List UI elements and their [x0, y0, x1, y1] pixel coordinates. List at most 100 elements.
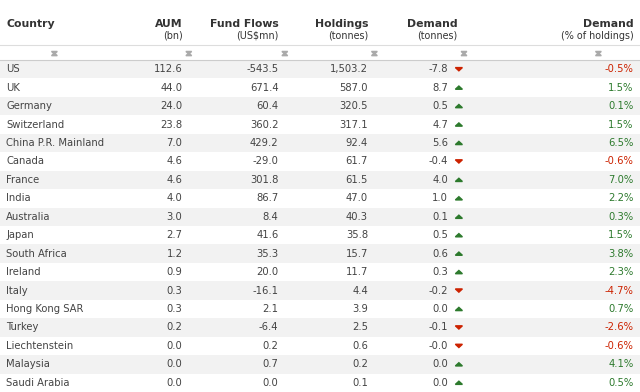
Text: 61.5: 61.5 [346, 175, 368, 185]
FancyBboxPatch shape [0, 115, 640, 134]
Text: 0.3: 0.3 [432, 267, 448, 277]
Text: 0.9: 0.9 [166, 267, 182, 277]
FancyBboxPatch shape [0, 134, 640, 152]
Text: -0.5%: -0.5% [605, 64, 634, 74]
Polygon shape [282, 53, 288, 56]
Text: 11.7: 11.7 [346, 267, 368, 277]
Text: 4.0: 4.0 [166, 193, 182, 203]
Text: 0.5: 0.5 [432, 230, 448, 240]
Polygon shape [186, 53, 192, 56]
Text: Fund Flows: Fund Flows [210, 19, 278, 29]
Polygon shape [52, 51, 58, 54]
Text: UK: UK [6, 83, 20, 93]
Text: 7.0: 7.0 [166, 138, 182, 148]
Text: -0.6%: -0.6% [605, 341, 634, 351]
Text: 0.0: 0.0 [166, 359, 182, 369]
Polygon shape [456, 252, 462, 255]
Polygon shape [456, 381, 462, 385]
FancyBboxPatch shape [0, 318, 640, 337]
Polygon shape [52, 53, 58, 56]
Text: 320.5: 320.5 [339, 101, 368, 111]
Text: 301.8: 301.8 [250, 175, 278, 185]
Text: (US$mn): (US$mn) [236, 31, 278, 41]
Text: 3.0: 3.0 [166, 212, 182, 222]
Text: 24.0: 24.0 [160, 101, 182, 111]
Text: -0.4: -0.4 [429, 156, 448, 167]
Text: 8.4: 8.4 [262, 212, 278, 222]
Polygon shape [456, 344, 462, 347]
FancyBboxPatch shape [0, 189, 640, 207]
Text: 2.7: 2.7 [166, 230, 182, 240]
Text: Ireland: Ireland [6, 267, 41, 277]
Polygon shape [456, 307, 462, 310]
Text: Country: Country [6, 19, 55, 29]
FancyBboxPatch shape [0, 226, 640, 245]
Text: 3.9: 3.9 [352, 304, 368, 314]
FancyBboxPatch shape [0, 374, 640, 392]
FancyBboxPatch shape [0, 12, 640, 45]
Text: 1.0: 1.0 [432, 193, 448, 203]
Text: 23.8: 23.8 [160, 120, 182, 129]
FancyBboxPatch shape [0, 337, 640, 355]
Text: 0.5: 0.5 [432, 101, 448, 111]
Polygon shape [456, 215, 462, 218]
Text: 0.2: 0.2 [166, 323, 182, 332]
Text: 0.7%: 0.7% [609, 304, 634, 314]
Text: India: India [6, 193, 31, 203]
Text: 4.1%: 4.1% [609, 359, 634, 369]
Text: 40.3: 40.3 [346, 212, 368, 222]
Text: 41.6: 41.6 [256, 230, 278, 240]
Polygon shape [456, 197, 462, 200]
FancyBboxPatch shape [0, 152, 640, 171]
Text: 61.7: 61.7 [346, 156, 368, 167]
Text: 1.5%: 1.5% [608, 120, 634, 129]
Polygon shape [461, 51, 467, 54]
Polygon shape [186, 51, 192, 54]
Text: 0.6: 0.6 [352, 341, 368, 351]
Text: 7.0%: 7.0% [609, 175, 634, 185]
Text: -16.1: -16.1 [252, 285, 278, 296]
Text: -0.0: -0.0 [429, 341, 448, 351]
Text: 1.2: 1.2 [166, 249, 182, 259]
Text: 2.3%: 2.3% [609, 267, 634, 277]
Text: 4.6: 4.6 [166, 156, 182, 167]
Text: -7.8: -7.8 [429, 64, 448, 74]
Text: 4.4: 4.4 [352, 285, 368, 296]
Text: 429.2: 429.2 [250, 138, 278, 148]
Polygon shape [371, 51, 378, 54]
Polygon shape [456, 363, 462, 366]
Text: 0.3%: 0.3% [609, 212, 634, 222]
Polygon shape [456, 326, 462, 329]
Text: 0.7: 0.7 [262, 359, 278, 369]
Text: Canada: Canada [6, 156, 44, 167]
Text: 47.0: 47.0 [346, 193, 368, 203]
Text: 0.5%: 0.5% [609, 378, 634, 388]
Text: -543.5: -543.5 [246, 64, 278, 74]
Text: -29.0: -29.0 [253, 156, 278, 167]
FancyBboxPatch shape [0, 245, 640, 263]
Polygon shape [456, 67, 462, 71]
Text: Saudi Arabia: Saudi Arabia [6, 378, 70, 388]
Text: (bn): (bn) [163, 31, 182, 41]
Text: 2.5: 2.5 [352, 323, 368, 332]
Text: 0.0: 0.0 [166, 378, 182, 388]
Text: Japan: Japan [6, 230, 34, 240]
FancyBboxPatch shape [0, 97, 640, 115]
Polygon shape [456, 160, 462, 163]
Text: 20.0: 20.0 [256, 267, 278, 277]
Text: 92.4: 92.4 [346, 138, 368, 148]
Text: Italy: Italy [6, 285, 28, 296]
Polygon shape [456, 270, 462, 274]
Text: 0.1%: 0.1% [609, 101, 634, 111]
Text: -0.6%: -0.6% [605, 156, 634, 167]
Text: South Africa: South Africa [6, 249, 67, 259]
Text: 671.4: 671.4 [250, 83, 278, 93]
Text: Turkey: Turkey [6, 323, 39, 332]
Text: 1,503.2: 1,503.2 [330, 64, 368, 74]
Text: (tonnes): (tonnes) [328, 31, 368, 41]
Text: 587.0: 587.0 [339, 83, 368, 93]
Polygon shape [456, 178, 462, 181]
Text: 0.2: 0.2 [352, 359, 368, 369]
Text: 4.7: 4.7 [432, 120, 448, 129]
FancyBboxPatch shape [0, 60, 640, 78]
